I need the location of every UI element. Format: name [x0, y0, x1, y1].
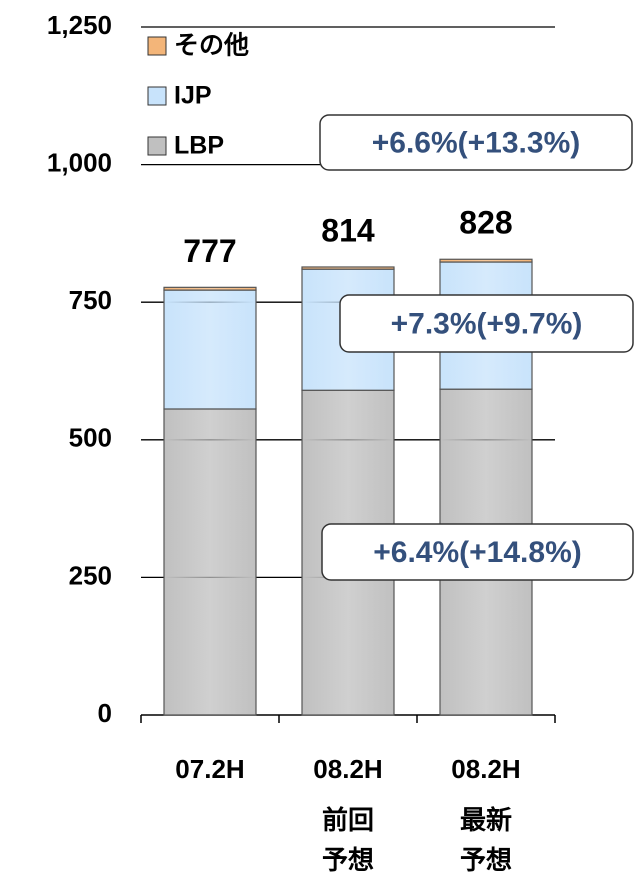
x-tick-sublabel: 予想 [322, 845, 374, 875]
y-tick-label: 500 [69, 423, 112, 453]
bar-segment [301, 266, 395, 270]
annotation-box [339, 294, 634, 353]
bar-segment [163, 286, 257, 291]
legend-swatch [147, 136, 167, 156]
annotation-box [319, 114, 633, 171]
legend-swatch [147, 36, 167, 56]
legend-label: IJP [174, 82, 212, 110]
annotation-box [321, 523, 634, 581]
x-tick-sublabel: 最新 [460, 805, 512, 835]
y-tick-label: 1,000 [47, 147, 112, 177]
y-tick-label: 1,250 [47, 10, 112, 40]
legend-label: その他 [174, 32, 249, 60]
total-label: 814 [321, 212, 375, 248]
x-tick-sublabel: 前回 [322, 805, 374, 835]
y-tick-label: 0 [98, 698, 112, 728]
bar-segment [163, 408, 257, 716]
legend-swatch [147, 86, 167, 106]
bar-segment [163, 289, 257, 410]
bar-segment [439, 258, 533, 263]
total-label: 828 [459, 205, 512, 241]
x-tick-label: 07.2H [175, 754, 244, 784]
y-tick-label: 750 [69, 285, 112, 315]
total-label: 777 [183, 233, 236, 269]
annotation: +6.6%(+13.3%) [372, 126, 580, 159]
legend-label: LBP [174, 132, 224, 160]
x-tick-label: 08.2H [451, 754, 520, 784]
legend-background [140, 28, 318, 163]
x-tick-label: 08.2H [313, 754, 382, 784]
y-tick-label: 250 [69, 560, 112, 590]
x-tick-sublabel: 予想 [460, 845, 512, 875]
annotation: +7.3%(+9.7%) [391, 307, 583, 340]
annotation: +6.4%(+14.8%) [373, 536, 581, 569]
